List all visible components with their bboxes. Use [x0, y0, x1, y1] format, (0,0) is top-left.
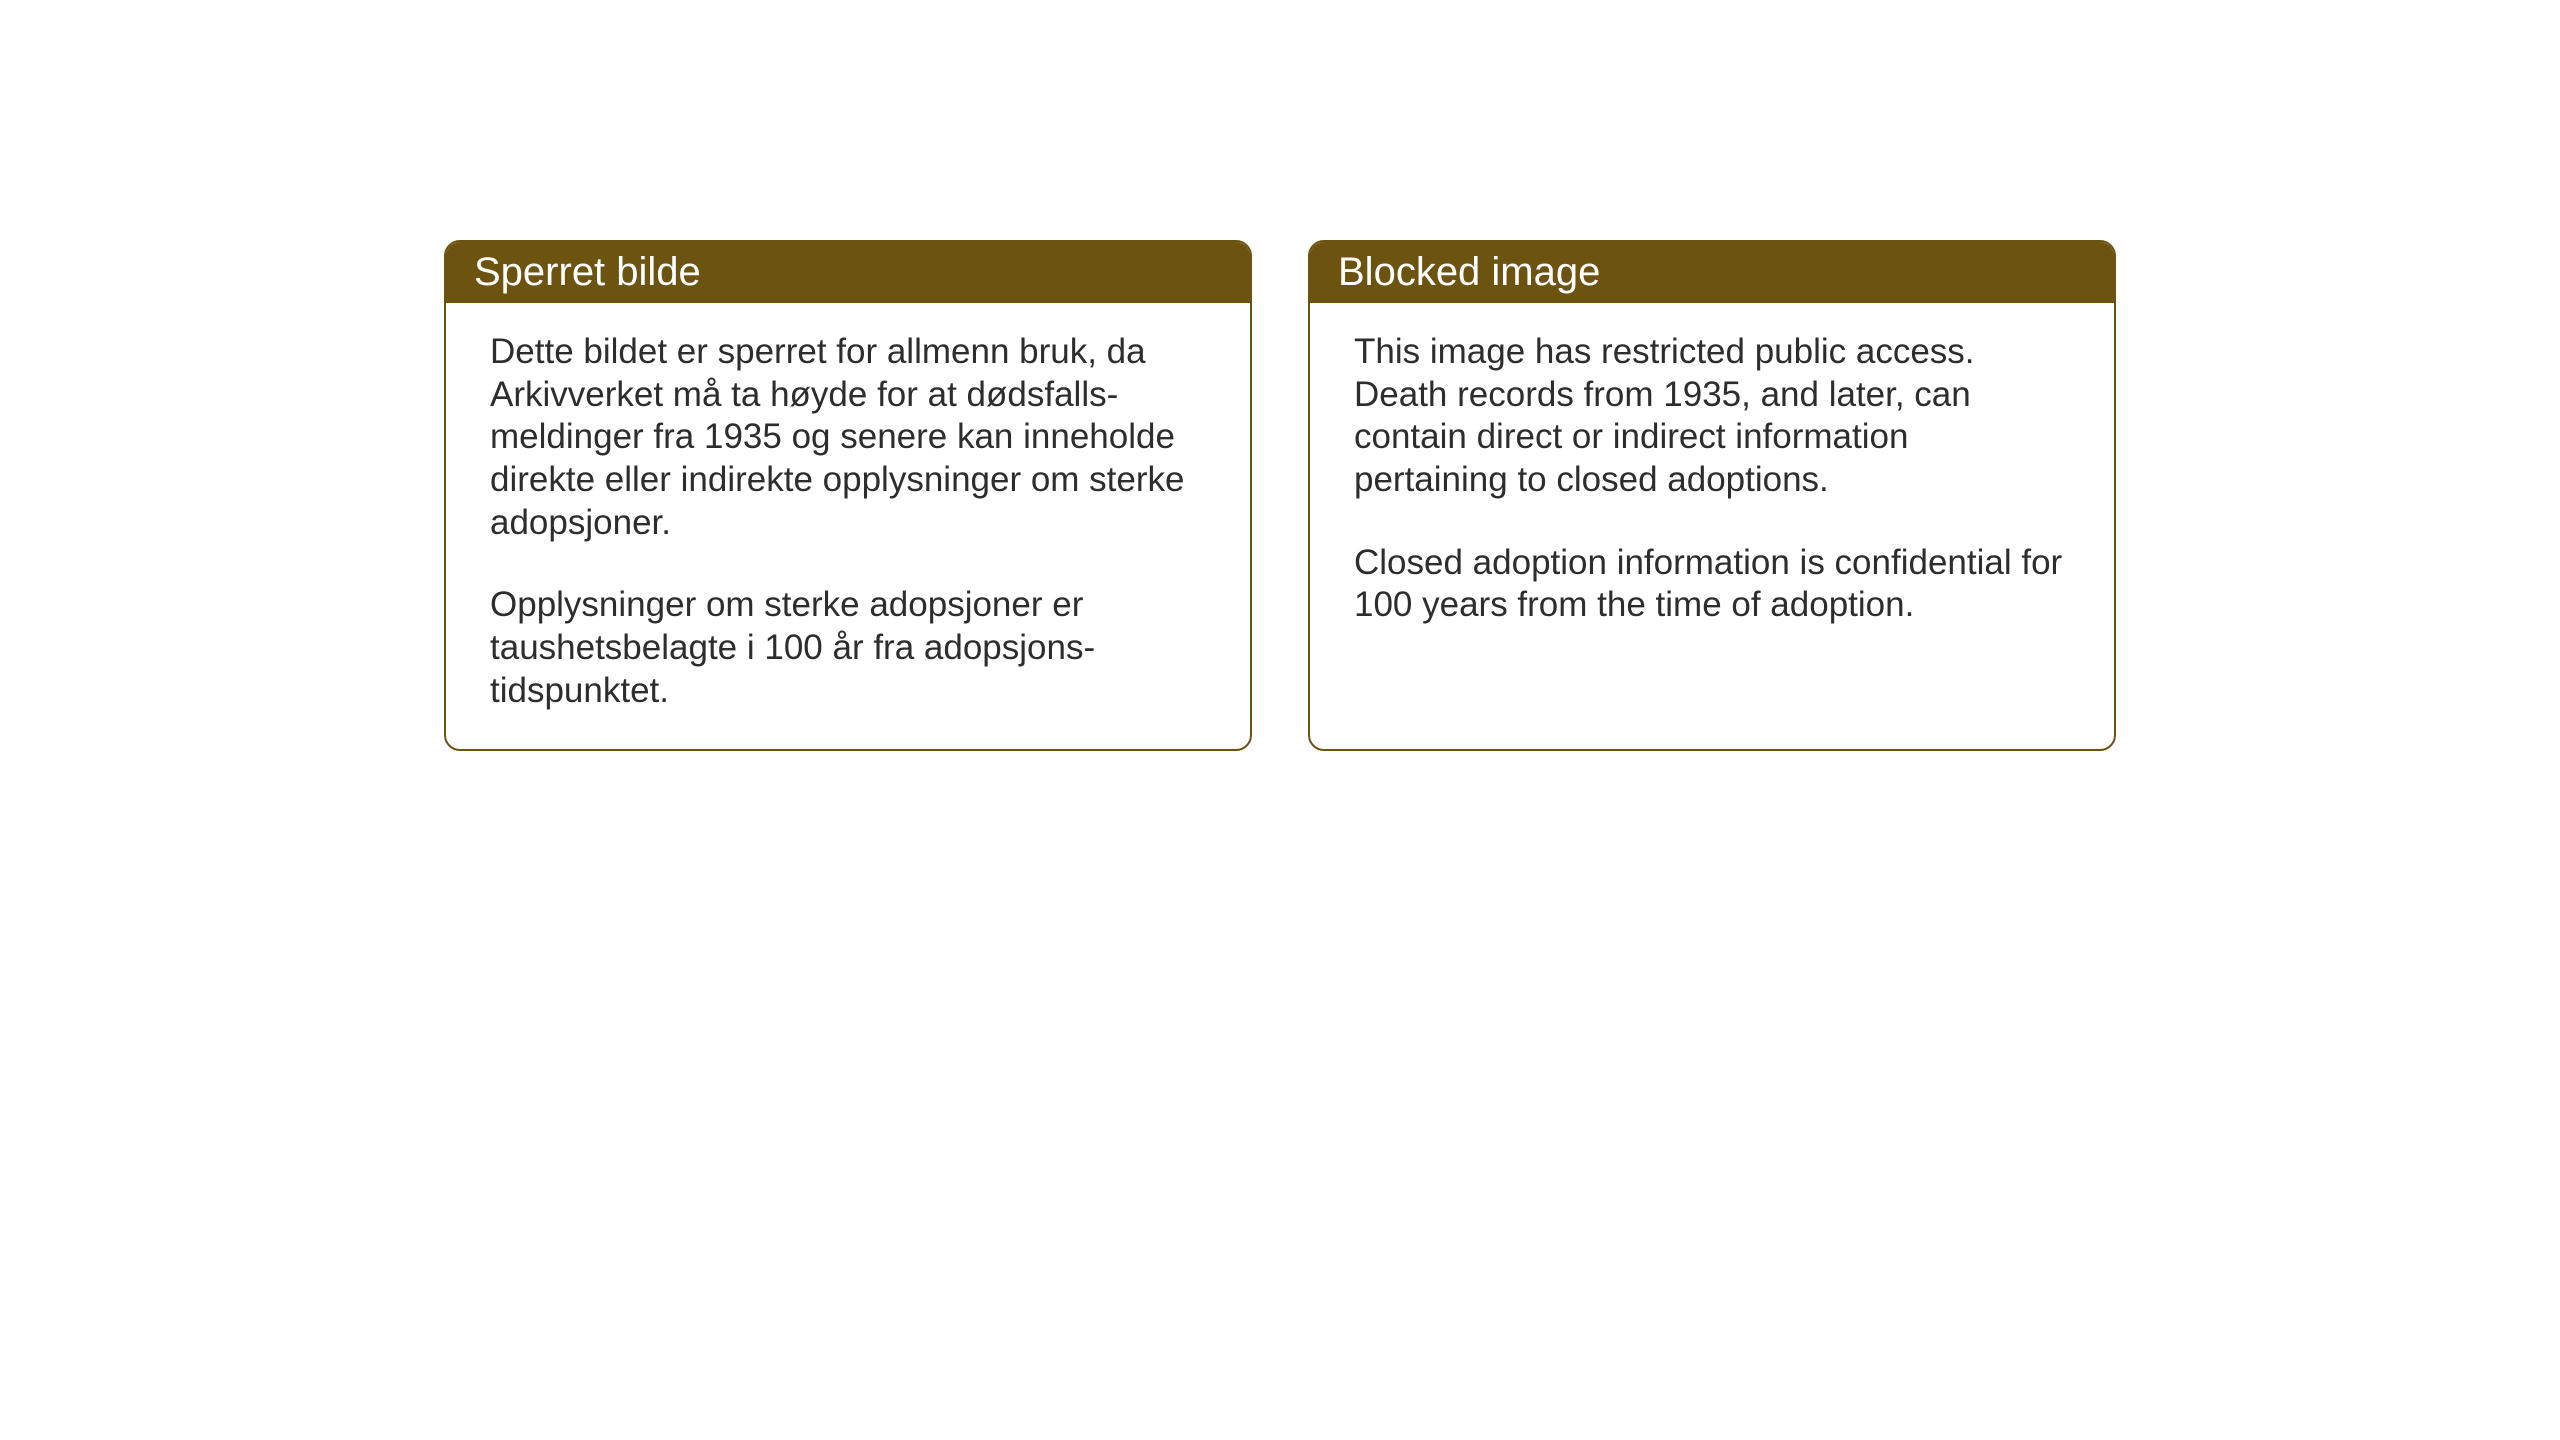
card-paragraph-norwegian-1: Dette bildet er sperret for allmenn bruk…: [490, 331, 1206, 544]
card-title-english: Blocked image: [1338, 250, 1600, 294]
card-paragraph-english-1: This image has restricted public access.…: [1354, 331, 2070, 502]
notice-card-english: Blocked image This image has restricted …: [1308, 240, 2116, 751]
card-header-english: Blocked image: [1310, 242, 2114, 303]
notice-card-norwegian: Sperret bilde Dette bildet er sperret fo…: [444, 240, 1252, 751]
notice-container: Sperret bilde Dette bildet er sperret fo…: [444, 240, 2116, 751]
card-title-norwegian: Sperret bilde: [474, 250, 701, 294]
card-paragraph-english-2: Closed adoption information is confident…: [1354, 542, 2070, 627]
card-paragraph-norwegian-2: Opplysninger om sterke adopsjoner er tau…: [490, 584, 1206, 712]
card-body-norwegian: Dette bildet er sperret for allmenn bruk…: [446, 303, 1250, 749]
card-body-english: This image has restricted public access.…: [1310, 303, 2114, 663]
card-header-norwegian: Sperret bilde: [446, 242, 1250, 303]
